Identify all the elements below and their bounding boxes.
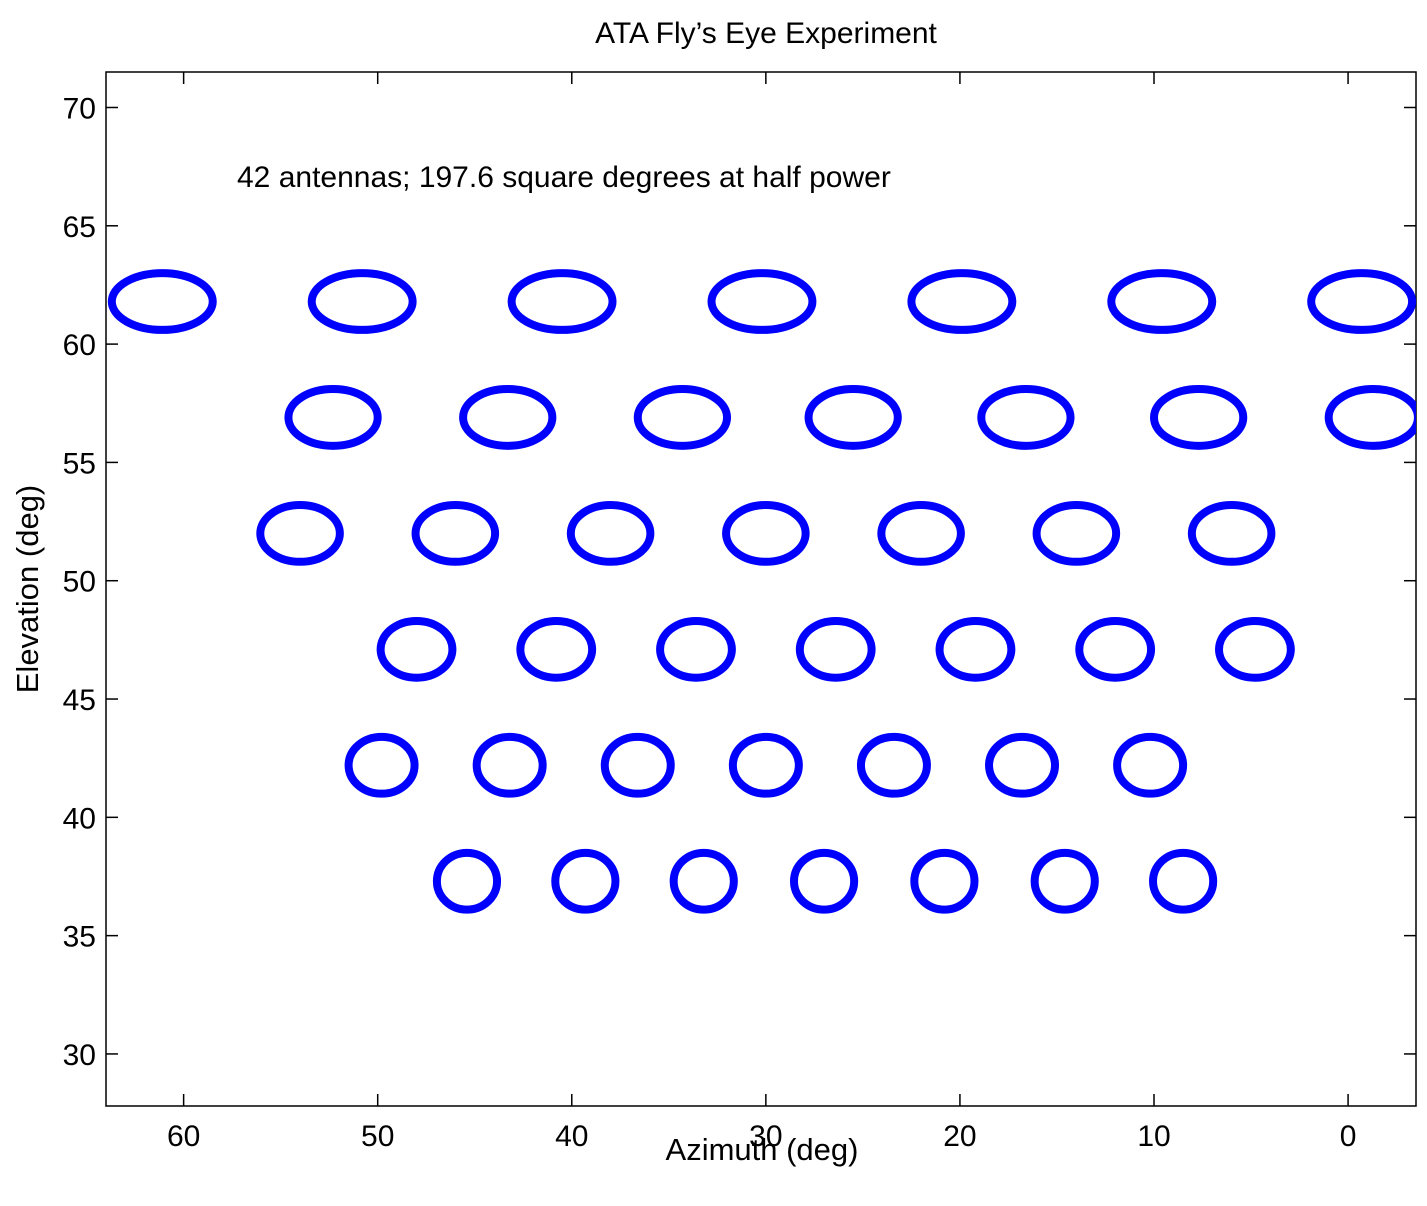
y-axis-title: Elevation (deg) bbox=[10, 485, 45, 694]
y-tick-label-7: 65 bbox=[63, 211, 96, 244]
antenna-beam-7 bbox=[1307, 269, 1416, 334]
x-tick-label-5: 10 bbox=[1137, 1120, 1170, 1153]
antenna-beam-14 bbox=[1324, 385, 1416, 450]
antenna-beam-36 bbox=[432, 848, 502, 914]
y-tick-label-5: 55 bbox=[63, 447, 96, 480]
y-tick-label-6: 60 bbox=[63, 329, 96, 362]
x-tick-label-3: 30 bbox=[749, 1120, 782, 1153]
antenna-beam-3 bbox=[507, 269, 617, 334]
antenna-beam-41 bbox=[1030, 848, 1099, 914]
antenna-beam-37 bbox=[551, 848, 620, 914]
antenna-beam-23 bbox=[516, 616, 597, 682]
antenna-beam-21 bbox=[1187, 501, 1276, 566]
antenna-beam-42 bbox=[1149, 848, 1218, 914]
antenna-beam-12 bbox=[977, 385, 1075, 450]
antenna-beam-27 bbox=[1075, 616, 1156, 682]
antenna-beam-20 bbox=[1032, 501, 1121, 566]
antenna-beam-39 bbox=[789, 848, 859, 914]
antenna-beam-16 bbox=[411, 501, 500, 566]
plot-area-frame bbox=[105, 71, 1417, 1107]
antenna-beam-25 bbox=[795, 616, 876, 682]
antenna-beam-10 bbox=[633, 385, 732, 450]
chart-annotation: 42 antennas; 197.6 square degrees at hal… bbox=[237, 161, 891, 194]
antenna-beam-6 bbox=[1107, 269, 1217, 334]
y-tick-label-0: 30 bbox=[63, 1039, 96, 1072]
antenna-beam-28 bbox=[1215, 616, 1295, 682]
antenna-beam-18 bbox=[722, 501, 810, 566]
antenna-beam-40 bbox=[910, 848, 979, 914]
x-tick-label-0: 60 bbox=[167, 1120, 200, 1153]
x-tick-label-4: 20 bbox=[943, 1120, 976, 1153]
antenna-beam-32 bbox=[728, 732, 803, 798]
antenna-beam-17 bbox=[566, 501, 655, 566]
antenna-beam-34 bbox=[985, 732, 1060, 798]
axis-ticks bbox=[106, 72, 1416, 1106]
chart-title: ATA Fly’s Eye Experiment bbox=[595, 17, 937, 50]
antenna-beam-24 bbox=[656, 616, 736, 682]
antenna-beam-5 bbox=[907, 269, 1017, 334]
y-tick-label-8: 70 bbox=[63, 92, 96, 125]
antenna-beam-2 bbox=[307, 269, 417, 334]
beam-ellipses bbox=[107, 269, 1416, 914]
antenna-beam-15 bbox=[256, 501, 344, 566]
antenna-beam-26 bbox=[935, 616, 1016, 682]
antenna-beam-30 bbox=[472, 732, 547, 798]
x-axis-title: Azimuth (deg) bbox=[666, 1132, 859, 1167]
antenna-beam-22 bbox=[376, 616, 457, 682]
antenna-beam-11 bbox=[804, 385, 902, 450]
antenna-beam-4 bbox=[707, 269, 817, 334]
y-tick-label-3: 45 bbox=[63, 684, 96, 717]
x-tick-label-1: 50 bbox=[361, 1120, 394, 1153]
antenna-beam-38 bbox=[669, 848, 738, 914]
x-tick-label-2: 40 bbox=[555, 1120, 588, 1153]
antenna-beam-33 bbox=[856, 732, 931, 798]
y-tick-labels: 30 35 40 45 50 55 60 65 70 bbox=[63, 92, 96, 1071]
x-tick-label-6: 0 bbox=[1340, 1120, 1357, 1153]
antenna-beam-1 bbox=[107, 269, 217, 334]
antenna-beam-31 bbox=[600, 732, 675, 798]
antenna-beam-8 bbox=[284, 385, 382, 450]
antenna-beam-13 bbox=[1150, 385, 1248, 450]
antenna-beam-35 bbox=[1113, 732, 1188, 798]
antenna-beam-9 bbox=[459, 385, 557, 450]
antenna-beam-19 bbox=[877, 501, 965, 566]
y-tick-label-2: 40 bbox=[63, 802, 96, 835]
y-tick-label-4: 50 bbox=[63, 566, 96, 599]
x-tick-labels: 60 50 40 30 20 10 0 bbox=[167, 1120, 1356, 1153]
antenna-beam-29 bbox=[344, 732, 419, 798]
y-tick-label-1: 35 bbox=[63, 921, 96, 954]
